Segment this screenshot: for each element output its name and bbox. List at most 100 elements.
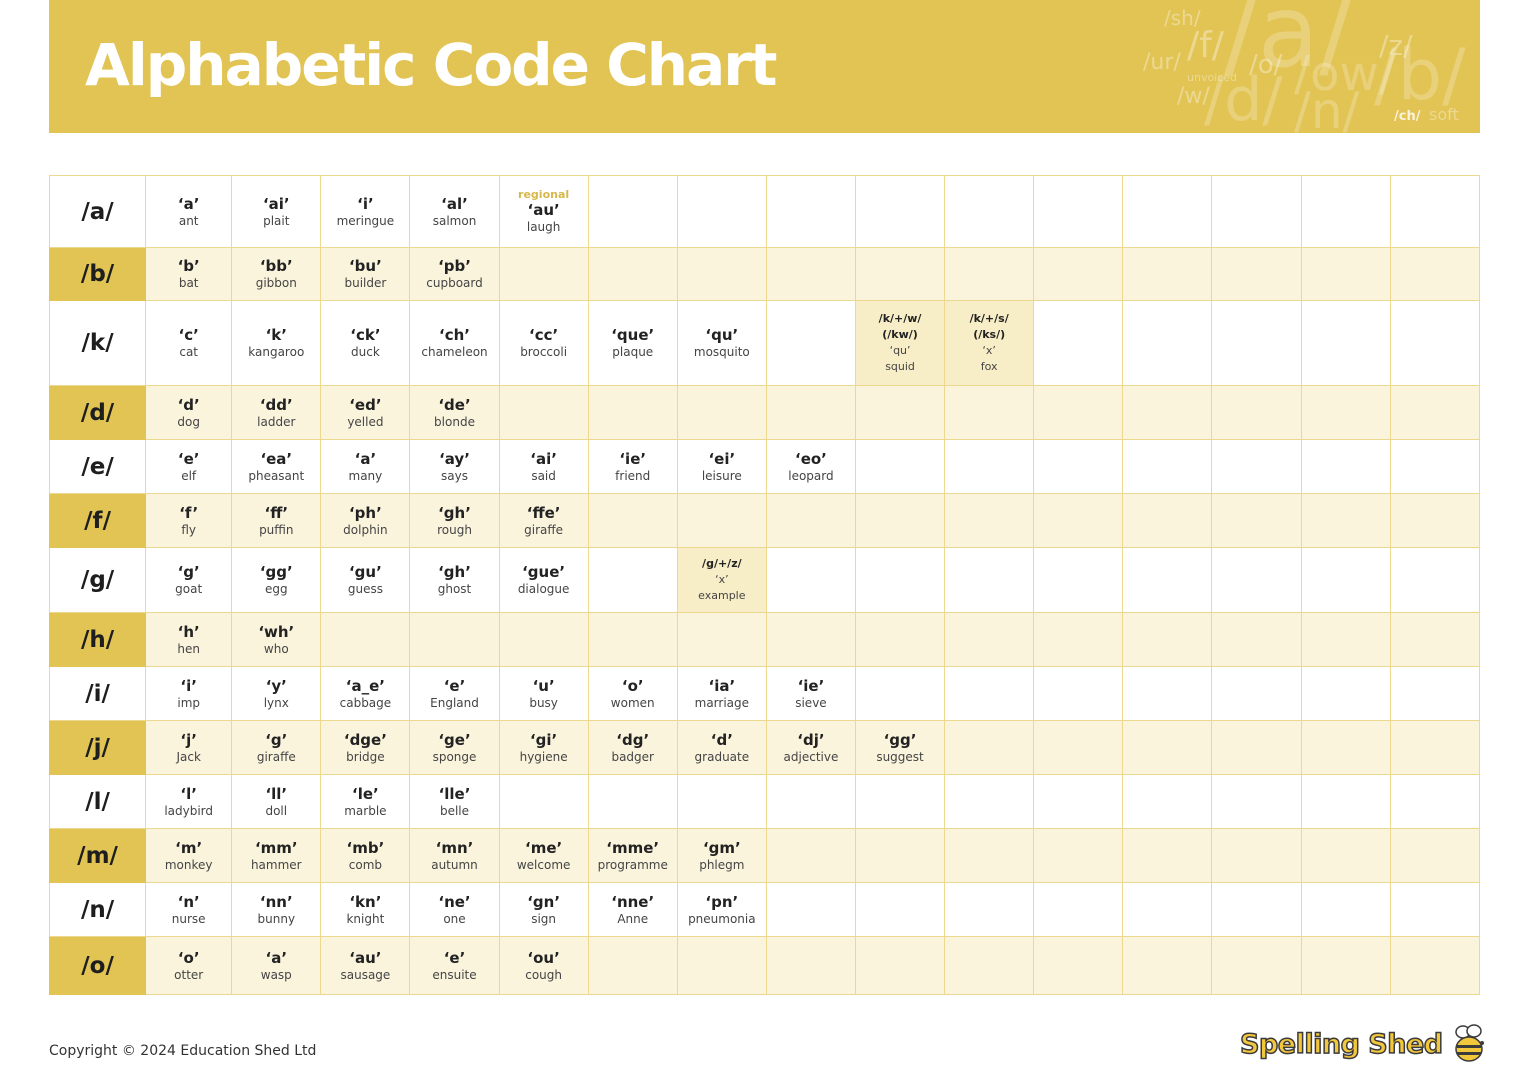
empty-cell — [1300, 720, 1391, 775]
example-word: hammer — [250, 857, 302, 872]
phoneme-label: /i/ — [48, 666, 147, 721]
empty-cell — [765, 493, 857, 548]
grapheme: ‘h’ — [177, 622, 200, 641]
blended-sound-cell: /k/+/w/ (/kw/) ‘qu’ squid — [854, 300, 946, 386]
grapheme: ‘e’ — [443, 676, 466, 695]
grapheme-cell: ‘d’ dog — [145, 385, 233, 440]
grapheme: ‘lle’ — [438, 784, 471, 803]
empty-cell — [944, 666, 1035, 721]
empty-cell — [1300, 828, 1391, 883]
table-row: /g/‘g’ goat ‘gg’ egg ‘gu’ guess ‘gh’ ghost ‘gue’… — [48, 547, 1481, 613]
example-word: squid — [885, 360, 915, 373]
grapheme-cell: ‘i’ imp — [145, 666, 233, 721]
copyright-text: Copyright © 2024 Education Shed Ltd — [49, 1043, 317, 1059]
example-word: kangaroo — [248, 345, 305, 359]
grapheme-cell: ‘b’ bat — [145, 247, 233, 301]
empty-cell — [1033, 547, 1124, 613]
example-word: leisure — [701, 468, 742, 483]
empty-cell — [854, 439, 946, 494]
empty-cell — [1122, 439, 1213, 494]
grapheme: ‘dge’ — [343, 730, 387, 749]
example-word: nurse — [171, 911, 206, 926]
table-row: /i/‘i’ imp ‘y’ lynx ‘a_e’ cabbage ‘e’ England ‘u… — [48, 666, 1481, 721]
example-word: bunny — [257, 911, 296, 926]
grapheme-cell: ‘dg’ badger — [587, 720, 678, 775]
decor-d: /d/ — [1204, 65, 1283, 133]
example-word: goat — [175, 582, 203, 596]
empty-cell — [1389, 720, 1481, 775]
empty-cell — [1389, 300, 1481, 386]
empty-cell — [765, 247, 857, 301]
example-word: busy — [529, 695, 558, 710]
table-row: /b/‘b’ bat ‘bb’ gibbon ‘bu’ builder ‘pb’ cupboa… — [48, 247, 1481, 301]
grapheme-cell: ‘o’ women — [587, 666, 678, 721]
empty-cell — [944, 547, 1035, 613]
grapheme-cell: ‘i’ meringue — [320, 175, 411, 248]
empty-cell — [676, 493, 767, 548]
empty-cell — [854, 774, 946, 829]
phoneme-label: /d/ — [48, 385, 147, 440]
grapheme: ‘y’ — [265, 676, 287, 695]
grapheme: ‘ch’ — [439, 326, 470, 344]
grapheme: ‘ne’ — [438, 892, 471, 911]
decor-a: /a/ — [1224, 0, 1353, 90]
example-word: duck — [351, 345, 380, 359]
grapheme-cell: ‘g’ goat — [145, 547, 233, 613]
grapheme-cell: ‘ie’ sieve — [765, 666, 857, 721]
grapheme: ‘nn’ — [259, 892, 293, 911]
empty-cell — [1300, 247, 1391, 301]
grapheme-cell: ‘ff’ puffin — [231, 493, 322, 548]
empty-cell — [854, 828, 946, 883]
example-word: belle — [439, 803, 470, 818]
grapheme-cell: ‘cc’ broccoli — [498, 300, 589, 386]
empty-cell — [1389, 828, 1481, 883]
table-row: /a/‘a’ ant ‘ai’ plait ‘i’ meringue ‘al’ salmon r… — [48, 175, 1481, 248]
grapheme: ‘ph’ — [348, 503, 382, 522]
grapheme: ‘gn’ — [527, 892, 561, 911]
example-word: England — [430, 695, 479, 710]
example-word: mosquito — [693, 345, 750, 359]
grapheme-cell: ‘dj’ adjective — [765, 720, 857, 775]
example-word: says — [441, 468, 468, 483]
grapheme: ‘dj’ — [797, 730, 825, 749]
example-word: cough — [525, 967, 562, 982]
empty-cell — [1033, 300, 1124, 386]
grapheme-cell: ‘bb’ gibbon — [231, 247, 322, 301]
grapheme: ‘ai’ — [530, 449, 557, 468]
grapheme-cell: ‘que’ plaque — [587, 300, 678, 386]
example-word: suggest — [876, 749, 924, 764]
grapheme-cell: ‘al’ salmon — [409, 175, 500, 248]
empty-cell — [1033, 720, 1124, 775]
example-word: hen — [177, 641, 200, 656]
example-word: badger — [611, 749, 654, 764]
grapheme: ‘ai’ — [262, 194, 290, 213]
empty-cell — [1389, 936, 1481, 995]
empty-cell — [1211, 612, 1302, 667]
grapheme-cell: ‘ay’ says — [409, 439, 500, 494]
grapheme-cell: ‘e’ elf — [145, 439, 233, 494]
example-word: otter — [174, 967, 204, 982]
grapheme: ‘ea’ — [260, 449, 293, 468]
empty-cell — [587, 936, 678, 995]
empty-cell — [1033, 936, 1124, 995]
empty-cell — [1122, 547, 1213, 613]
empty-cell — [676, 774, 767, 829]
example-word: cat — [179, 345, 198, 359]
grapheme: ‘nne’ — [611, 892, 655, 911]
grapheme: ‘mn’ — [435, 838, 474, 857]
grapheme: ‘mme’ — [606, 838, 660, 857]
empty-cell — [765, 385, 857, 440]
grapheme-cell: ‘qu’ mosquito — [676, 300, 767, 386]
empty-cell — [944, 175, 1035, 248]
example-word: ladybird — [164, 803, 214, 818]
grapheme: ‘j’ — [180, 730, 197, 749]
grapheme-cell: ‘gh’ rough — [409, 493, 500, 548]
example-word: sign — [531, 911, 557, 926]
grapheme: ‘ll’ — [265, 784, 288, 803]
phoneme-label: /b/ — [48, 247, 147, 301]
empty-cell — [944, 439, 1035, 494]
decor-ch: /ch/ — [1394, 109, 1421, 124]
grapheme: ‘al’ — [441, 194, 468, 213]
empty-cell — [587, 493, 678, 548]
empty-cell — [765, 936, 857, 995]
